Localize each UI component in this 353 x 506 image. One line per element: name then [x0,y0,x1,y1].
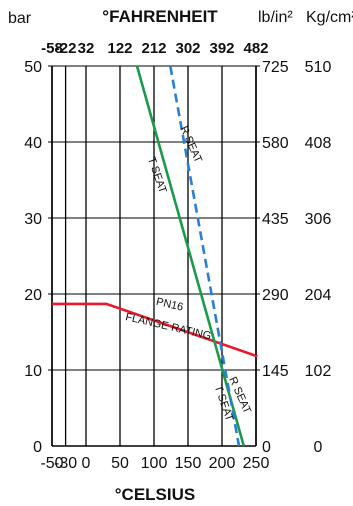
y-tick-label-kgcm2: 204 [305,287,332,304]
y-tick-label-psi: 0 [262,439,271,456]
x-tick-label-celsius: 150 [175,455,202,472]
y-tick-label-psi: 290 [262,287,289,304]
x-tick-label-fahrenheit: 122 [107,40,132,57]
y-tick-label-bar: 0 [33,439,42,456]
y-tick-label-bar: 40 [24,135,42,152]
y-tick-label-bar: 20 [24,287,42,304]
line-annotation: FLANGE RATING [124,311,212,342]
chart-grid [48,65,260,446]
line-annotation: R SEAT [177,124,204,165]
x-tick-label-celsius: 200 [209,455,236,472]
series-line-pn16-flange-rating [52,302,258,358]
series-line-t-seat [135,65,246,447]
x-tick-label-celsius: -50 [40,455,63,472]
y-tick-label-kgcm2: 306 [305,211,332,228]
x-tick-label-fahrenheit: 482 [243,40,268,57]
unit-kgcm2-label: Kg/cm² [306,9,353,26]
y-tick-label-kgcm2: 0 [314,439,323,456]
y-tick-label-bar: 50 [24,59,42,76]
x-tick-label-celsius: -30 [54,455,77,472]
unit-celsius-title: °CELSIUS [115,485,195,504]
y-tick-label-psi: 145 [262,363,289,380]
x-tick-label-fahrenheit: 212 [141,40,166,57]
unit-bar-label: bar [8,10,32,27]
y-tick-label-bar: 10 [24,363,42,380]
plot-frame [51,66,257,447]
x-tick-label-fahrenheit: 302 [175,40,200,57]
line-annotation: PN16 [155,296,185,314]
y-tick-label-kgcm2: 102 [305,363,332,380]
y-tick-label-kgcm2: 408 [305,135,332,152]
y-tick-label-psi: 725 [262,59,289,76]
x-tick-label-celsius: 0 [82,455,91,472]
x-tick-label-celsius: 100 [141,455,168,472]
chart-series [52,65,258,447]
y-tick-label-bar: 30 [24,211,42,228]
series-line-r-seat [169,65,241,447]
x-tick-label-celsius: 250 [243,455,270,472]
axis-labels: 0 10 20 30 40 50 0 145 290 435 580 725 0 102 204 306 408… [24,40,331,472]
unit-psi-label: lb/in² [258,9,293,26]
x-tick-label-celsius: 50 [111,455,129,472]
x-tick-label-fahrenheit: 392 [209,40,234,57]
x-tick-label-fahrenheit: 32 [78,40,95,57]
x-tick-label-fahrenheit: -58 [41,40,63,57]
x-tick-label-fahrenheit: -22 [55,40,77,57]
y-tick-label-psi: 435 [262,211,289,228]
y-tick-label-kgcm2: 510 [305,59,332,76]
y-tick-label-psi: 580 [262,135,289,152]
unit-fahrenheit-title: °FAHRENHEIT [102,7,218,26]
